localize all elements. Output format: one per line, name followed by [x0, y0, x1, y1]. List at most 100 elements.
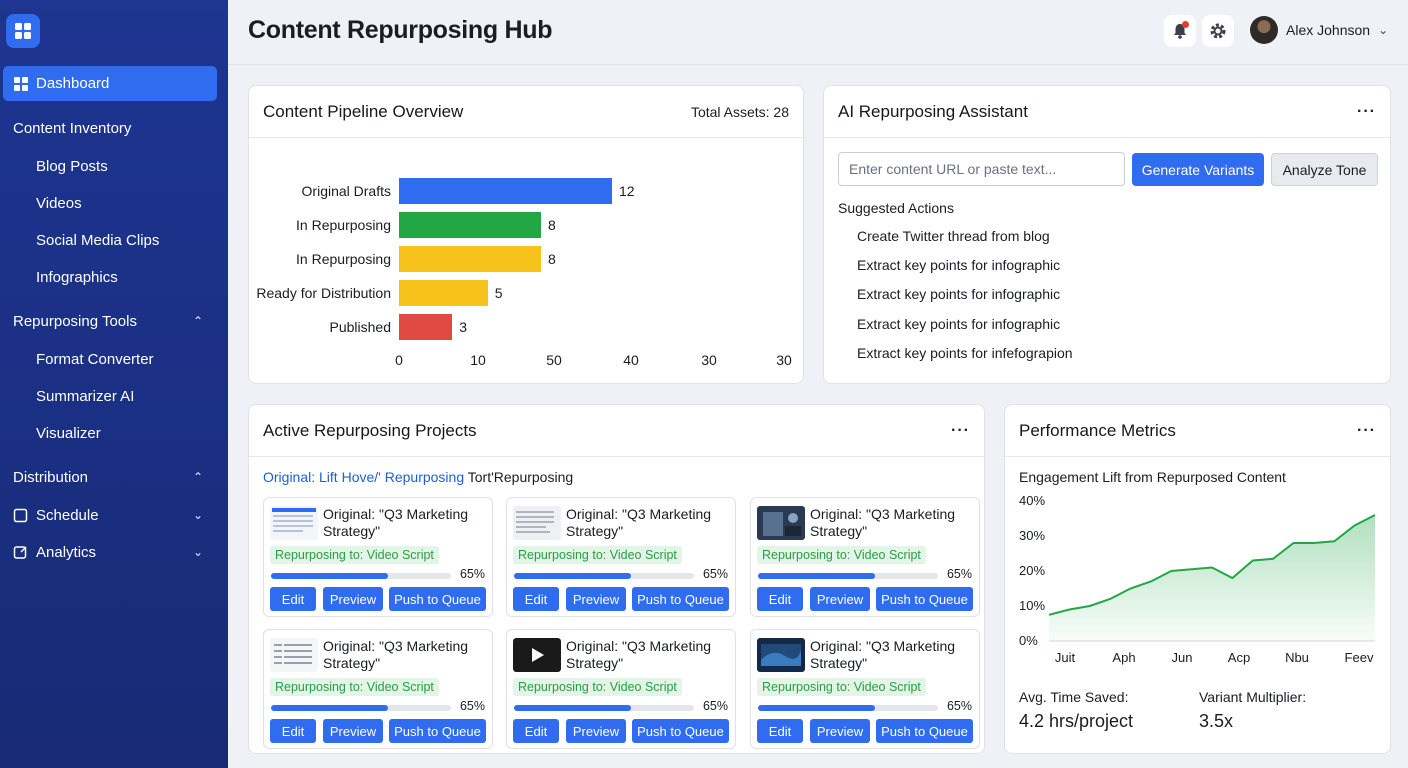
push-to-queue-button[interactable]: Push to Queue	[876, 719, 973, 743]
sidebar-section-distribution[interactable]: Distribution ⌃	[13, 463, 213, 491]
ai-assistant-card: AI Repurposing Assistant ··· Generate Va…	[823, 85, 1391, 384]
x-tick-label: 30	[776, 352, 792, 368]
app-logo[interactable]	[6, 14, 40, 48]
preview-button[interactable]: Preview	[566, 587, 626, 611]
analytics-icon	[13, 545, 27, 559]
push-to-queue-button[interactable]: Push to Queue	[389, 587, 486, 611]
sidebar-section-repurposing-tools[interactable]: Repurposing Tools ⌃	[13, 307, 213, 335]
x-tick-label: Feev	[1344, 650, 1374, 665]
progress-fill	[758, 573, 875, 579]
settings-button[interactable]	[1202, 15, 1234, 47]
project-card[interactable]: Original: "Q3 Marketing Strategy" Repurpo…	[750, 629, 980, 749]
edit-button[interactable]: Edit	[513, 719, 559, 743]
sidebar-item-infographics[interactable]: Infographics	[36, 263, 118, 291]
project-card[interactable]: Original: "Q3 Marketing Strategy" Repurpo…	[506, 497, 736, 617]
bar[interactable]	[399, 246, 541, 272]
progress-label: 65%	[702, 699, 728, 713]
sidebar-item-schedule[interactable]: Schedule ⌄	[13, 501, 213, 529]
edit-button[interactable]: Edit	[757, 719, 803, 743]
x-tick-label: Jun	[1171, 650, 1193, 665]
x-tick-label: 50	[546, 352, 562, 368]
sidebar-item-summarizer-ai[interactable]: Summarizer AI	[36, 382, 134, 410]
project-filter-link[interactable]: Original: Lift Hove/' Repurposing	[263, 469, 465, 485]
user-name: Alex Johnson	[1286, 22, 1371, 38]
preview-button[interactable]: Preview	[323, 587, 383, 611]
card-title: AI Repurposing Assistant	[838, 101, 1028, 121]
bar[interactable]	[399, 314, 453, 340]
total-assets: Total Assets: 28	[690, 103, 789, 120]
project-thumbnail	[270, 506, 318, 540]
project-thumbnail	[513, 638, 561, 672]
push-to-queue-button[interactable]: Push to Queue	[876, 587, 973, 611]
suggestion-item[interactable]: Extract key points for infographic	[857, 286, 1061, 302]
x-tick-label: 40	[623, 352, 639, 368]
project-card[interactable]: Original: "Q3 Marketing Strategy" Repurpo…	[263, 629, 493, 749]
line-chart-svg	[1048, 514, 1376, 642]
suggestion-item[interactable]: Extract key points for infefograpion	[857, 345, 1073, 361]
project-target-tag: Repurposing to: Video Script	[270, 546, 439, 564]
more-options-icon[interactable]: ···	[951, 421, 970, 439]
progress-fill	[514, 705, 631, 711]
card-header: Performance Metrics ···	[1005, 405, 1390, 457]
push-to-queue-button[interactable]: Push to Queue	[632, 719, 729, 743]
sidebar-item-dashboard[interactable]: Dashboard	[3, 66, 217, 101]
page-title: Content Repurposing Hub	[248, 16, 553, 44]
sidebar-item-videos[interactable]: Videos	[36, 189, 82, 217]
project-title: Original: "Q3 Marketing Strategy"	[323, 506, 469, 539]
analyze-tone-button[interactable]: Analyze Tone	[1271, 153, 1378, 186]
preview-button[interactable]: Preview	[323, 719, 383, 743]
suggestion-item[interactable]: Create Twitter thread from blog	[857, 228, 1050, 244]
edit-button[interactable]: Edit	[270, 719, 316, 743]
chevron-down-icon: ⌄	[1378, 23, 1389, 37]
generate-variants-button[interactable]: Generate Variants	[1132, 153, 1264, 186]
y-tick-label: 10%	[1019, 598, 1046, 613]
series-area	[1049, 515, 1375, 641]
bar[interactable]	[399, 280, 488, 306]
chevron-up-icon: ⌃	[192, 314, 203, 328]
chevron-down-icon: ⌄	[192, 508, 203, 522]
suggestion-item[interactable]: Extract key points for infographic	[857, 316, 1061, 332]
bar[interactable]	[399, 178, 612, 204]
progress-fill	[758, 705, 875, 711]
progress-bar	[271, 705, 451, 711]
more-options-icon[interactable]: ···	[1357, 102, 1376, 120]
sidebar-item-format-converter[interactable]: Format Converter	[36, 345, 154, 373]
preview-button[interactable]: Preview	[810, 587, 870, 611]
sidebar-item-social-media-clips[interactable]: Social Media Clips	[36, 226, 159, 254]
preview-button[interactable]: Preview	[566, 719, 626, 743]
x-tick-label: 10	[470, 352, 486, 368]
x-tick-label: 0	[395, 352, 403, 368]
edit-button[interactable]: Edit	[270, 587, 316, 611]
sidebar-section-content-inventory[interactable]: Content Inventory	[13, 114, 213, 142]
edit-button[interactable]: Edit	[757, 587, 803, 611]
bar-value-label: 8	[548, 251, 556, 267]
project-card[interactable]: Original: "Q3 Marketing Strategy" Repurpo…	[263, 497, 493, 617]
notifications-button[interactable]	[1164, 15, 1196, 47]
section-label: Distribution	[13, 468, 89, 486]
sidebar-item-label: Summarizer AI	[36, 387, 135, 405]
sidebar-item-label: Infographics	[36, 268, 118, 286]
push-to-queue-button[interactable]: Push to Queue	[389, 719, 486, 743]
push-to-queue-button[interactable]: Push to Queue	[632, 587, 729, 611]
project-target-tag: Repurposing to: Video Script	[757, 546, 926, 564]
more-options-icon[interactable]: ···	[1357, 421, 1376, 439]
project-card[interactable]: Original: "Q3 Marketing Strategy" Repurpo…	[506, 629, 736, 749]
sidebar-item-blog-posts[interactable]: Blog Posts	[36, 152, 108, 180]
suggestion-item[interactable]: Extract key points for infographic	[857, 257, 1061, 273]
project-title: Original: "Q3 Marketing Strategy"	[566, 506, 712, 539]
avg-time-label: Avg. Time Saved:	[1019, 689, 1129, 705]
user-menu[interactable]: Alex Johnson ⌄	[1250, 16, 1388, 44]
sidebar-item-visualizer[interactable]: Visualizer	[36, 419, 101, 447]
bar-value-label: 3	[459, 319, 468, 335]
preview-button[interactable]: Preview	[810, 719, 870, 743]
sidebar-item-analytics[interactable]: Analytics ⌄	[13, 538, 213, 566]
bar[interactable]	[399, 212, 541, 238]
y-tick-label: 20%	[1019, 563, 1046, 578]
dashboard-icon	[14, 76, 28, 91]
progress-label: 65%	[702, 567, 728, 581]
edit-button[interactable]: Edit	[513, 587, 559, 611]
progress-label: 65%	[459, 567, 485, 581]
project-card[interactable]: Original: "Q3 Marketing Strategy" Repurpo…	[750, 497, 980, 617]
x-tick-label: 30	[701, 352, 717, 368]
content-url-input[interactable]	[838, 152, 1125, 186]
